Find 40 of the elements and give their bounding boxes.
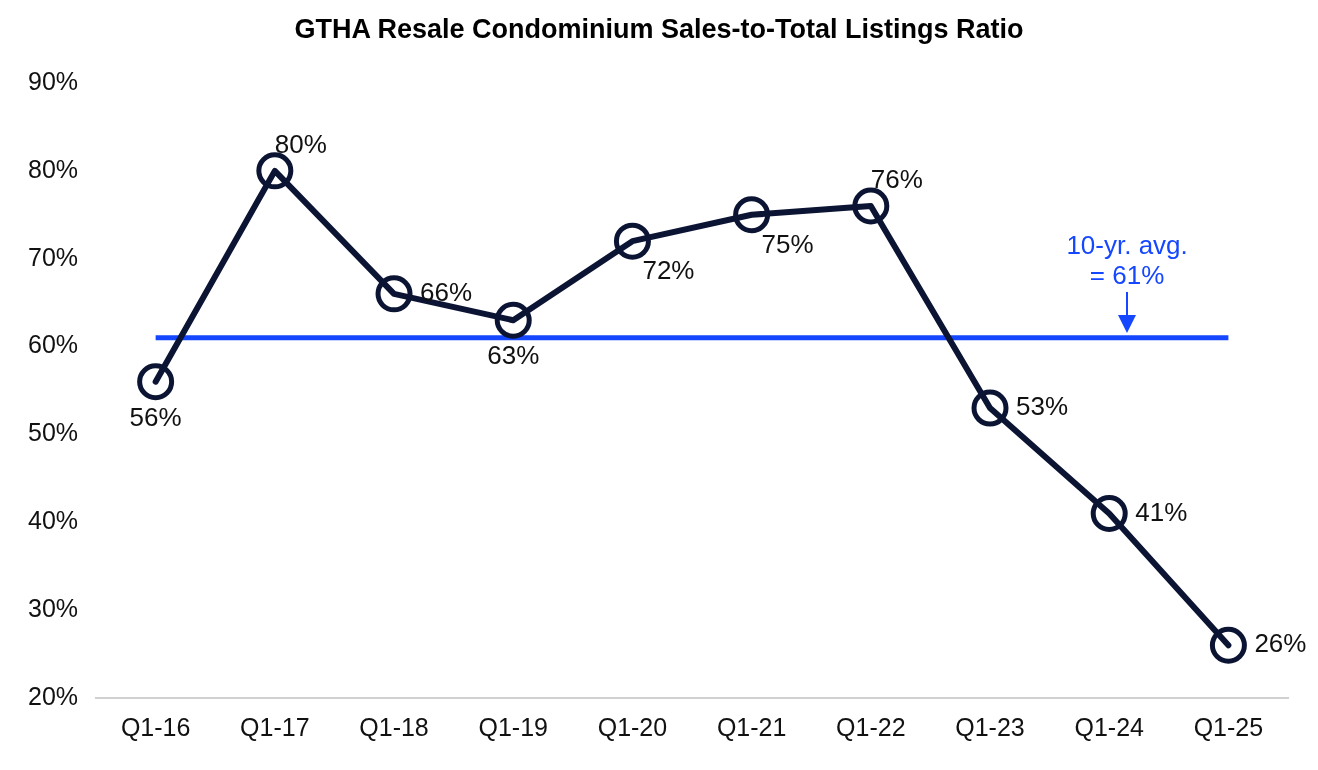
y-tick-label: 70% [27,242,79,271]
ref-line-label: 10-yr. avg. = 61% [1066,229,1188,290]
x-tick-label: Q1-17 [240,712,310,741]
text: 53% [1016,391,1069,422]
x-tick-label: Q1-22 [836,712,906,741]
point [1209,626,1247,664]
point [852,187,890,225]
y-tick-label: 90% [27,66,79,95]
text: 72% [642,255,695,286]
point [733,196,771,234]
point [375,275,413,313]
x-tick-label: Q1-20 [597,712,668,741]
x-tick-label: Q1-19 [478,712,548,741]
point [1090,495,1128,532]
text: 56% [129,401,182,432]
x-tick-label: Q1-21 [716,712,787,741]
y-tick-label: 50% [27,418,79,447]
point [137,363,175,401]
x-tick-label: Q1-25 [1193,712,1264,741]
point [494,301,532,339]
chart-title: GTHA Resale Condominium Sales-to-Total Listings Ratio [293,14,1025,46]
text: 80% [274,129,327,160]
text: 75% [761,228,814,259]
y-tick-label: 30% [27,594,79,623]
y-tick-label: 80% [27,154,79,183]
point [971,389,1009,427]
text: 26% [1254,628,1307,659]
text: 66% [420,277,473,308]
x-tick-label: Q1-24 [1074,712,1145,741]
y-tick-label: 20% [27,681,79,710]
text: 76% [870,164,923,195]
y-tick-label: 40% [27,506,79,535]
x-tick-label: Q1-23 [955,712,1025,741]
x-tick-label: Q1-16 [120,712,191,741]
text: 63% [487,340,540,371]
text: 41% [1135,496,1188,527]
y-tick-label: 60% [27,330,79,359]
point [613,222,651,260]
x-tick-label: Q1-18 [359,712,429,741]
point [256,152,294,190]
